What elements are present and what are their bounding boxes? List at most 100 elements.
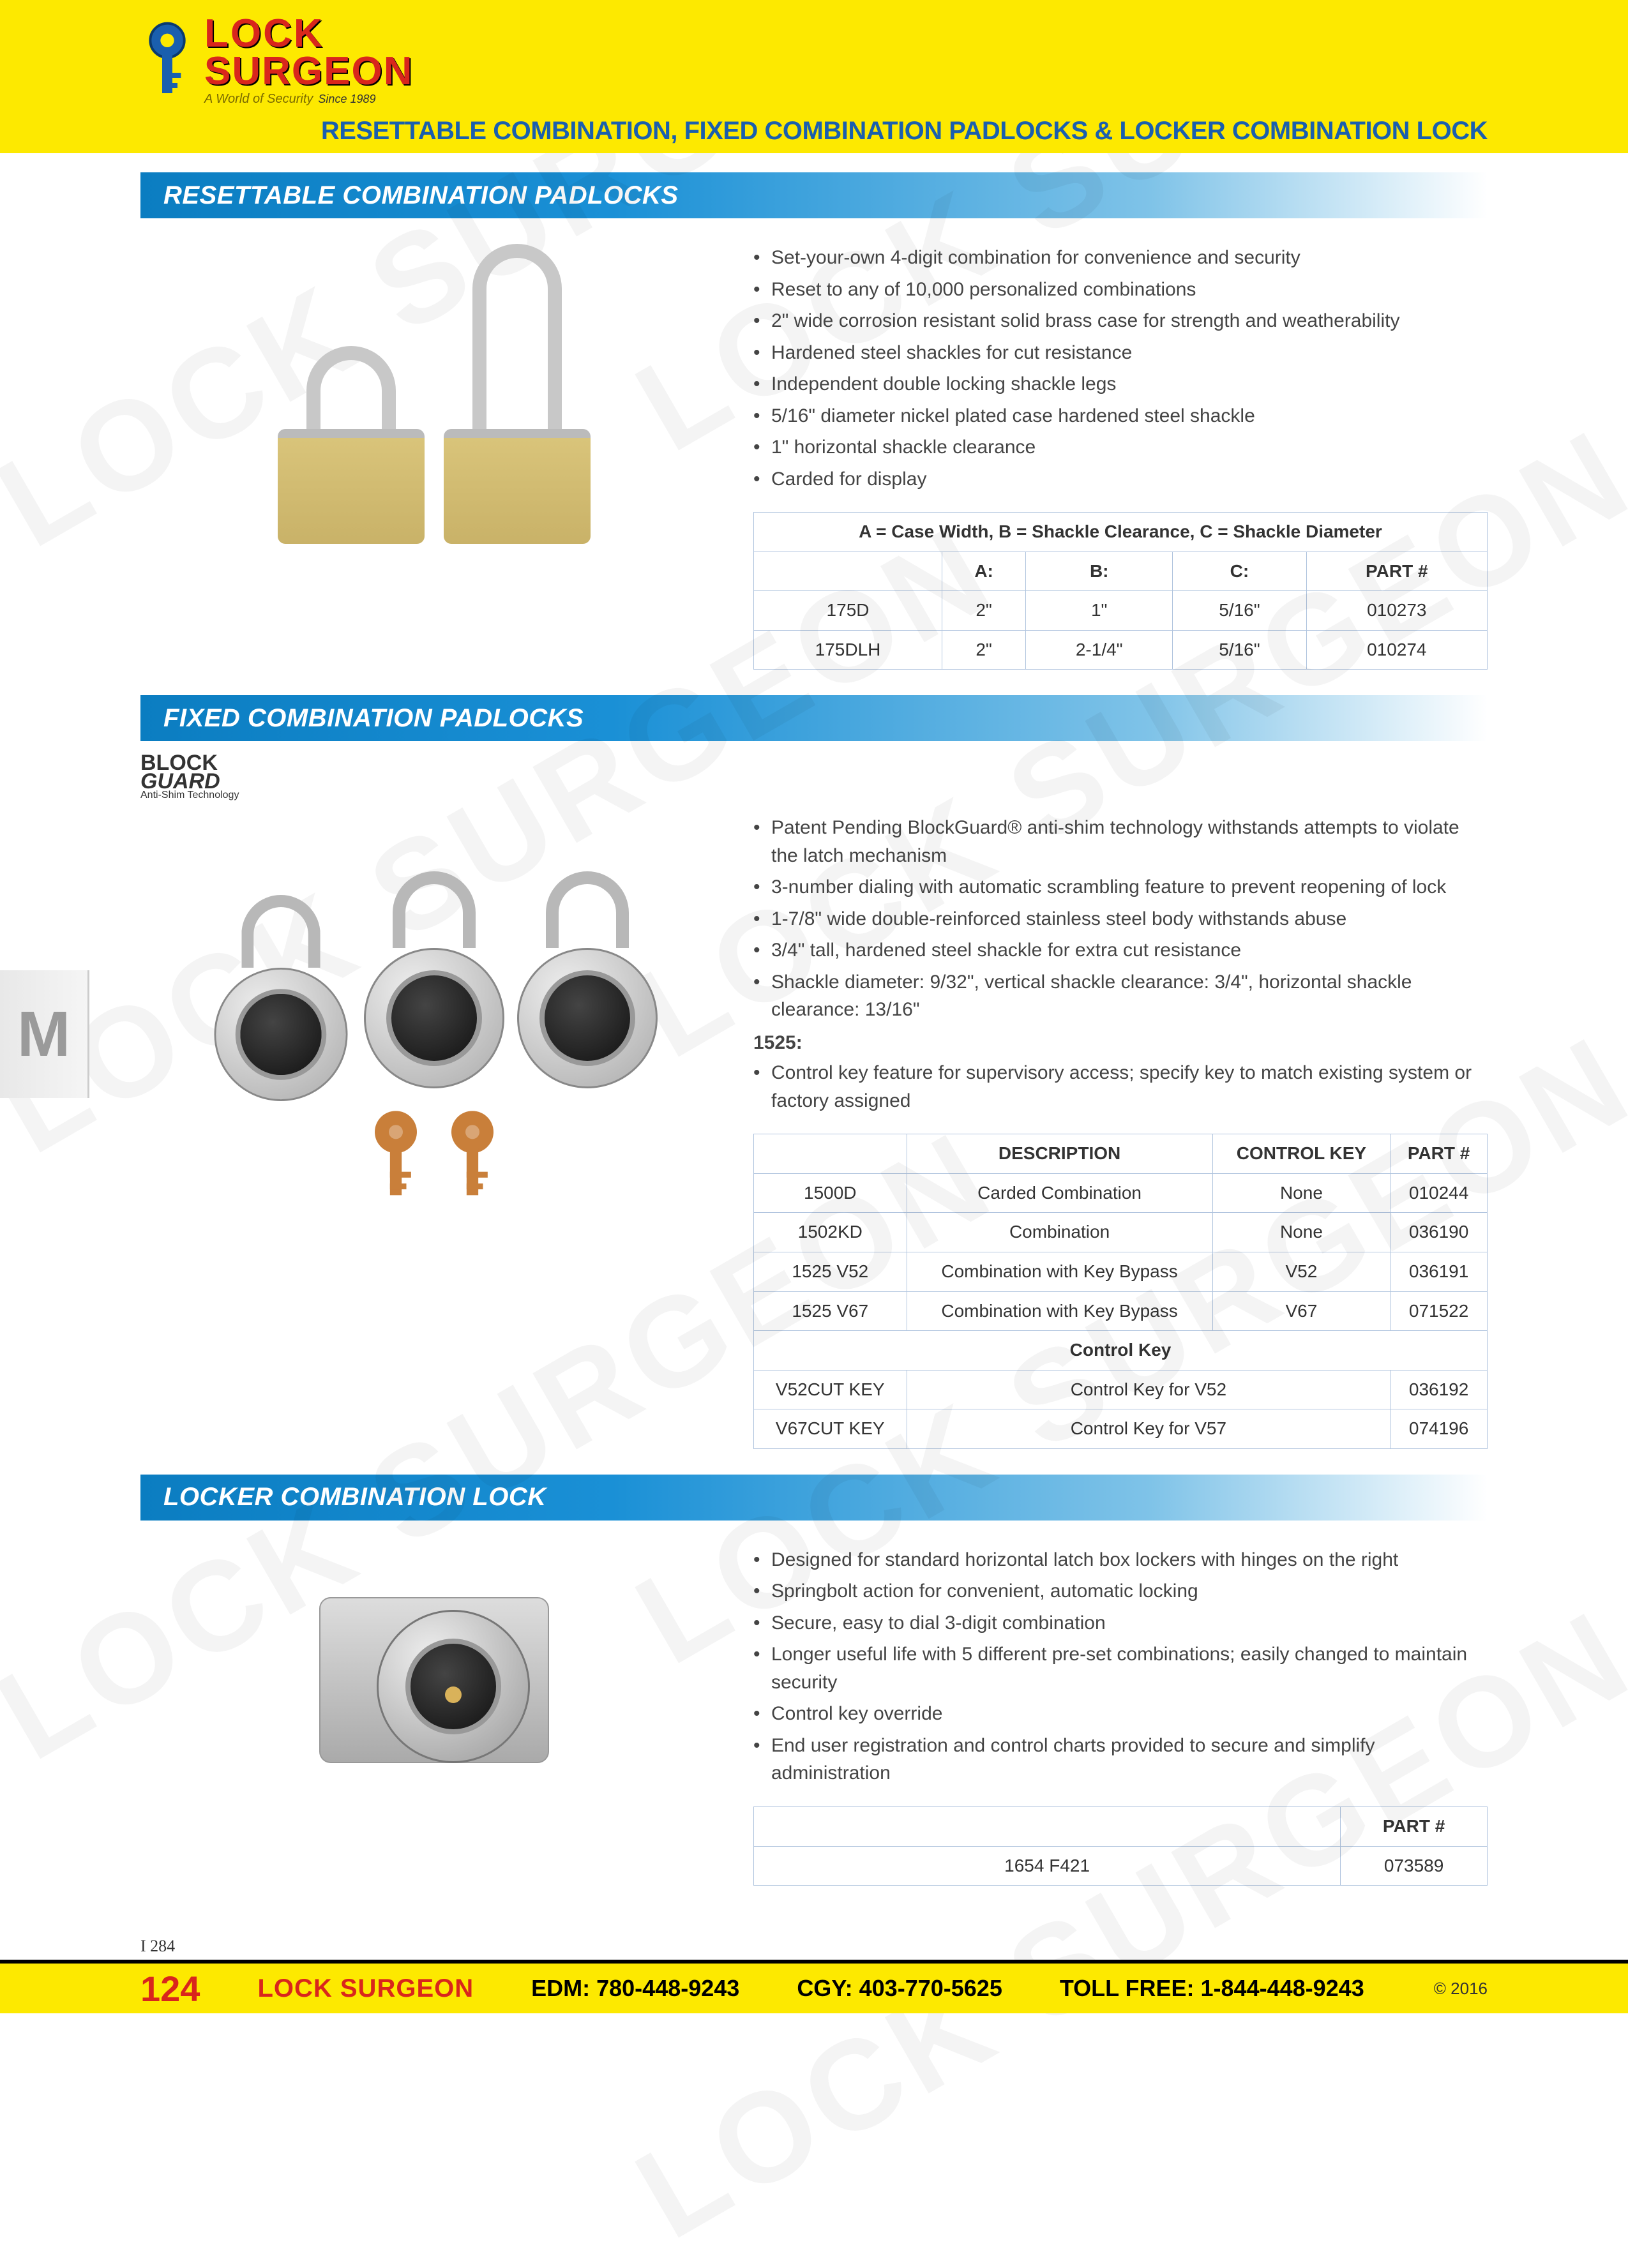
logo-since: Since 1989 — [318, 94, 375, 105]
th: PART # — [1341, 1806, 1488, 1846]
key-icon — [437, 1108, 508, 1203]
section-title: RESETTABLE COMBINATION PADLOCKS — [163, 181, 679, 210]
page-footer: 124 LOCK SURGEON EDM: 780-448-9243 CGY: … — [0, 1964, 1628, 2013]
badge-sub: Anti-Shim Technology — [140, 791, 239, 800]
td: 010273 — [1306, 591, 1487, 631]
td: 175DLH — [754, 630, 942, 670]
table-row: 1500DCarded CombinationNone010244 — [754, 1173, 1488, 1213]
feature-list: Control key feature for supervisory acce… — [753, 1059, 1488, 1115]
td: V52 — [1212, 1252, 1391, 1291]
td: 1500D — [754, 1173, 907, 1213]
section-index-tab: M — [0, 970, 89, 1098]
logo-key-icon — [140, 22, 194, 98]
page-header: LOCK SURGEON A World of Security Since 1… — [0, 0, 1628, 153]
page-content: RESETTABLE COMBINATION PADLOCKS — [0, 153, 1628, 2013]
table-row: 1525 V67Combination with Key BypassV6707… — [754, 1291, 1488, 1331]
td: V52CUT KEY — [754, 1370, 907, 1409]
feature-item: Carded for display — [771, 465, 1488, 493]
section-header: FIXED COMBINATION PADLOCKS — [140, 695, 1488, 741]
feature-list: Patent Pending BlockGuard® anti-shim tec… — [753, 814, 1488, 1024]
footer-phone-edm: EDM: 780-448-9243 — [531, 1975, 739, 2002]
td: 074196 — [1391, 1409, 1488, 1449]
feature-item: Independent double locking shackle legs — [771, 370, 1488, 398]
td: 2" — [942, 630, 1026, 670]
table-row: 175DLH 2" 2-1/4" 5/16" 010274 — [754, 630, 1488, 670]
feature-item: 1" horizontal shackle clearance — [771, 433, 1488, 462]
logo: LOCK SURGEON A World of Security Since 1… — [140, 15, 413, 105]
spec-table: DESCRIPTION CONTROL KEY PART # 1500DCard… — [753, 1134, 1488, 1449]
td: 010274 — [1306, 630, 1487, 670]
product-details: Set-your-own 4-digit combination for con… — [753, 244, 1488, 670]
td: 071522 — [1391, 1291, 1488, 1331]
feature-item: Longer useful life with 5 different pre-… — [771, 1641, 1488, 1696]
logo-text: LOCK SURGEON A World of Security Since 1… — [204, 15, 413, 105]
feature-item: Reset to any of 10,000 personalized comb… — [771, 276, 1488, 304]
td: V67CUT KEY — [754, 1409, 907, 1449]
feature-item: Control key override — [771, 1700, 1488, 1728]
th: B: — [1026, 552, 1173, 591]
table-row: 1654 F421 073589 — [754, 1846, 1488, 1886]
td: 073589 — [1341, 1846, 1488, 1886]
td: Combination with Key Bypass — [907, 1252, 1212, 1291]
feature-item: 2" wide corrosion resistant solid brass … — [771, 307, 1488, 335]
td: 175D — [754, 591, 942, 631]
catalog-page: LOCK SURGEON LOCK SURGEON LOCK SURGEON L… — [0, 0, 1628, 2013]
key-icon — [361, 1108, 431, 1203]
td: 1525 V52 — [754, 1252, 907, 1291]
th: CONTROL KEY — [1212, 1134, 1391, 1174]
feature-item: Secure, easy to dial 3-digit combination — [771, 1609, 1488, 1637]
logo-tagline-text: A World of Security — [204, 93, 313, 105]
td: 036192 — [1391, 1370, 1488, 1409]
spec-table: PART # 1654 F421 073589 — [753, 1806, 1488, 1886]
section-resettable: RESETTABLE COMBINATION PADLOCKS — [140, 172, 1488, 670]
section-header: LOCKER COMBINATION LOCK — [140, 1475, 1488, 1521]
section-title: FIXED COMBINATION PADLOCKS — [163, 704, 584, 733]
dial-lock-icon — [517, 871, 658, 1088]
logo-line1: LOCK — [204, 15, 413, 53]
td: 1525 V67 — [754, 1291, 907, 1331]
page-title: RESETTABLE COMBINATION, FIXED COMBINATIO… — [321, 117, 1488, 146]
td: Combination — [907, 1213, 1212, 1252]
td: V67 — [1212, 1291, 1391, 1331]
td: 2-1/4" — [1026, 630, 1173, 670]
locker-lock-icon — [319, 1572, 549, 1789]
feature-item: 3/4" tall, hardened steel shackle for ex… — [771, 936, 1488, 965]
td: Carded Combination — [907, 1173, 1212, 1213]
table-row: V67CUT KEYControl Key for V57074196 — [754, 1409, 1488, 1449]
product-image-resettable — [140, 244, 728, 544]
td: 010244 — [1391, 1173, 1488, 1213]
feature-item: Designed for standard horizontal latch b… — [771, 1546, 1488, 1574]
table-row: 175D 2" 1" 5/16" 010273 — [754, 591, 1488, 631]
section-locker: LOCKER COMBINATION LOCK Designed for sta… — [140, 1475, 1488, 1886]
table-subheader: Control Key — [754, 1331, 1488, 1371]
index-number: I 284 — [140, 1937, 175, 1956]
footer-copyright: © 2016 — [1434, 1979, 1488, 1999]
dial-lock-icon — [364, 871, 504, 1088]
section-fixed: FIXED COMBINATION PADLOCKS BLOCK GUARD A… — [140, 695, 1488, 1449]
dial-lock-icon — [215, 895, 348, 1101]
th: PART # — [1391, 1134, 1488, 1174]
td: None — [1212, 1173, 1391, 1213]
padlock-long-icon — [444, 244, 591, 544]
feature-list: Set-your-own 4-digit combination for con… — [753, 244, 1488, 493]
feature-item: Patent Pending BlockGuard® anti-shim tec… — [771, 814, 1488, 869]
section-title: LOCKER COMBINATION LOCK — [163, 1483, 546, 1512]
th — [754, 552, 942, 591]
table-row: 1525 V52Combination with Key BypassV5203… — [754, 1252, 1488, 1291]
feature-item: 3-number dialing with automatic scrambli… — [771, 873, 1488, 901]
footer-phone-cgy: CGY: 403-770-5625 — [797, 1975, 1002, 2002]
feature-item: Control key feature for supervisory acce… — [771, 1059, 1488, 1115]
td: 1654 F421 — [754, 1846, 1341, 1886]
feature-item: 5/16" diameter nickel plated case harden… — [771, 402, 1488, 430]
table-caption: A = Case Width, B = Shackle Clearance, C… — [754, 513, 1488, 552]
td: None — [1212, 1213, 1391, 1252]
product-image-locker — [140, 1546, 728, 1814]
th: A: — [942, 552, 1026, 591]
feature-item: Springbolt action for convenient, automa… — [771, 1577, 1488, 1605]
page-number: 124 — [140, 1968, 200, 2009]
section-header: RESETTABLE COMBINATION PADLOCKS — [140, 172, 1488, 218]
table-row: 1502KDCombinationNone036190 — [754, 1213, 1488, 1252]
th: PART # — [1306, 552, 1487, 591]
logo-line2: SURGEON — [204, 53, 413, 91]
td: 1" — [1026, 591, 1173, 631]
